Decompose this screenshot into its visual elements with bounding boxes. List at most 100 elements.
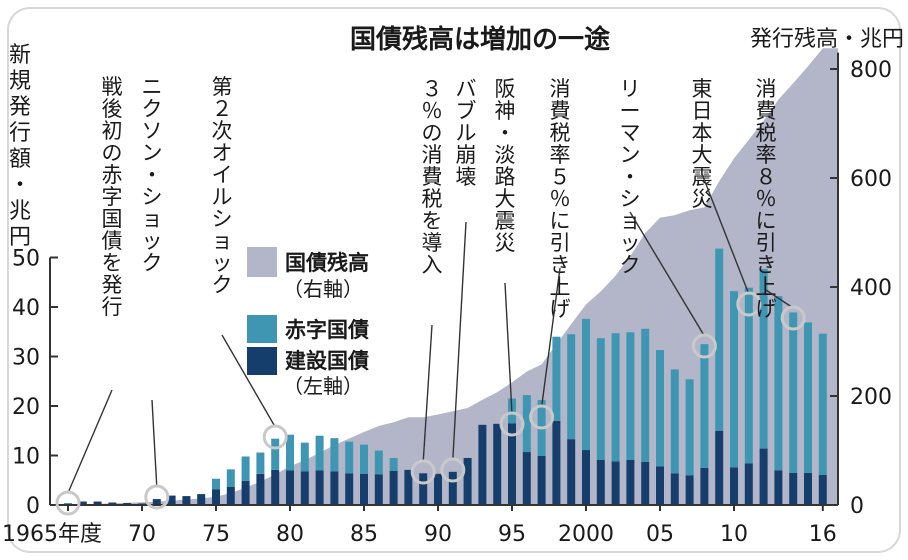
legend-label-outstanding: 国債残高	[285, 251, 369, 275]
annotation-char: 字	[102, 185, 123, 209]
annotation-char: 導	[422, 231, 443, 255]
left-axis-label-char: 円	[9, 225, 31, 250]
construction-bar-1991	[448, 471, 457, 505]
annotation-char: 壊	[456, 165, 477, 189]
annotation-leader-1997	[540, 267, 561, 408]
annotation-char: き	[550, 253, 571, 277]
left-tick-label-0: 0	[26, 494, 40, 519]
deficit-bar-2012	[759, 268, 768, 449]
construction-bar-1973	[182, 496, 191, 505]
construction-bar-1997	[537, 455, 546, 506]
annotation-char: ・	[620, 165, 641, 189]
annotation-char: 災	[495, 231, 516, 255]
deficit-bar-2005	[656, 350, 664, 467]
annotation-char: ク	[212, 273, 233, 297]
annotation-char: 消	[550, 77, 571, 101]
annotation-leader-1991	[452, 221, 467, 461]
deficit-bar-1975	[212, 478, 220, 490]
annotation-char: に	[756, 209, 777, 233]
annotation-char: 神	[495, 99, 516, 123]
legend-swatch-outstanding	[247, 247, 277, 277]
construction-bar-1979	[271, 469, 280, 505]
annotation-marker-1965	[55, 490, 81, 516]
annotation-char: ３	[422, 77, 443, 101]
deficit-bar-1981	[300, 442, 309, 472]
annotation-char: 債	[102, 229, 123, 253]
construction-bar-2016	[818, 474, 827, 506]
annotation-char: 行	[102, 295, 123, 319]
right-tick-label-800: 800	[850, 58, 892, 83]
legend-label-bars-axis: （左軸）	[283, 374, 363, 398]
deficit-bar-1986	[374, 450, 383, 475]
left-tick-label-50: 50	[12, 247, 40, 272]
annotation-char: き	[756, 253, 777, 277]
construction-bar-1990	[434, 473, 442, 505]
legend-swatch-construction	[247, 347, 277, 375]
annotation-char: 日	[692, 99, 713, 123]
annotation-char: ン	[142, 141, 163, 165]
deficit-bar-1985	[360, 444, 368, 474]
construction-bar-1999	[567, 439, 576, 506]
left-tick-label-30: 30	[12, 346, 40, 371]
annotation-char: 国	[102, 207, 123, 231]
construction-bar-1966	[78, 501, 87, 505]
annotation-char: ・	[495, 121, 516, 145]
x-tick-label-2016: 16	[809, 522, 837, 547]
deficit-bar-2010	[730, 291, 738, 468]
deficit-bar-2004	[641, 328, 650, 462]
annotation-char: の	[422, 121, 443, 145]
annotation-char: マ	[620, 121, 641, 145]
deficit-bar-2014	[789, 312, 798, 473]
deficit-bar-2016	[818, 333, 827, 475]
axes-group: 0 10 20 30 40 50 0 200 400 600 800 1965年度 70 75 80 85 90…	[2, 43, 892, 547]
construction-bar-2000	[582, 450, 590, 506]
annotation-marker-1979	[262, 424, 288, 450]
annotation-char: ョ	[620, 209, 641, 233]
construction-bar-1967	[93, 501, 102, 505]
annotation-leader-1971	[151, 399, 158, 488]
annotation-char: ％	[550, 187, 571, 211]
deficit-bar-2008	[700, 344, 709, 468]
construction-bar-2001	[596, 459, 605, 506]
annotation-char: 崩	[456, 143, 477, 167]
annotation-char: 入	[422, 253, 443, 277]
deficit-bar-1965	[64, 503, 72, 505]
annotation-char: 率	[550, 143, 571, 167]
construction-bar-2005	[656, 466, 664, 505]
deficit-bar-1976	[226, 469, 235, 487]
annotation-marker-2014	[780, 305, 806, 331]
chart-title: 国債残高は増加の一途	[350, 24, 611, 55]
annotation-leader-1979	[221, 334, 276, 428]
construction-bar-2008	[700, 467, 709, 506]
construction-bar-2007	[685, 475, 694, 505]
right-tick-label-200: 200	[850, 385, 892, 410]
annotation-char: オ	[212, 141, 233, 165]
annotation-char: ブ	[456, 99, 477, 123]
deficit-bar-2006	[670, 369, 679, 474]
annotation-char: ル	[212, 185, 233, 209]
construction-bar-1971	[152, 499, 161, 505]
x-tick-label-1970: 70	[128, 522, 156, 547]
construction-bar-2011	[744, 463, 753, 505]
construction-bar-1992	[463, 457, 472, 505]
annotation-char: シ	[212, 207, 233, 231]
construction-bar-2002	[611, 461, 620, 505]
annotation-leader-2008	[629, 211, 706, 337]
construction-bar-1981	[300, 471, 309, 505]
deficit-bar-1996	[522, 395, 531, 453]
annotation-char: 引	[756, 231, 777, 255]
construction-bar-2014	[789, 472, 798, 506]
construction-bar-1978	[256, 473, 265, 505]
bars-group	[64, 248, 827, 506]
construction-bar-1983	[330, 471, 339, 505]
construction-bar-2004	[641, 461, 650, 505]
annotation-char: 戦	[102, 75, 123, 99]
annotation-char: 阪	[495, 77, 516, 101]
x-tick-label-2010: 10	[720, 522, 748, 547]
annotation-char: ％	[756, 187, 777, 211]
annotation-char: ッ	[620, 231, 641, 255]
